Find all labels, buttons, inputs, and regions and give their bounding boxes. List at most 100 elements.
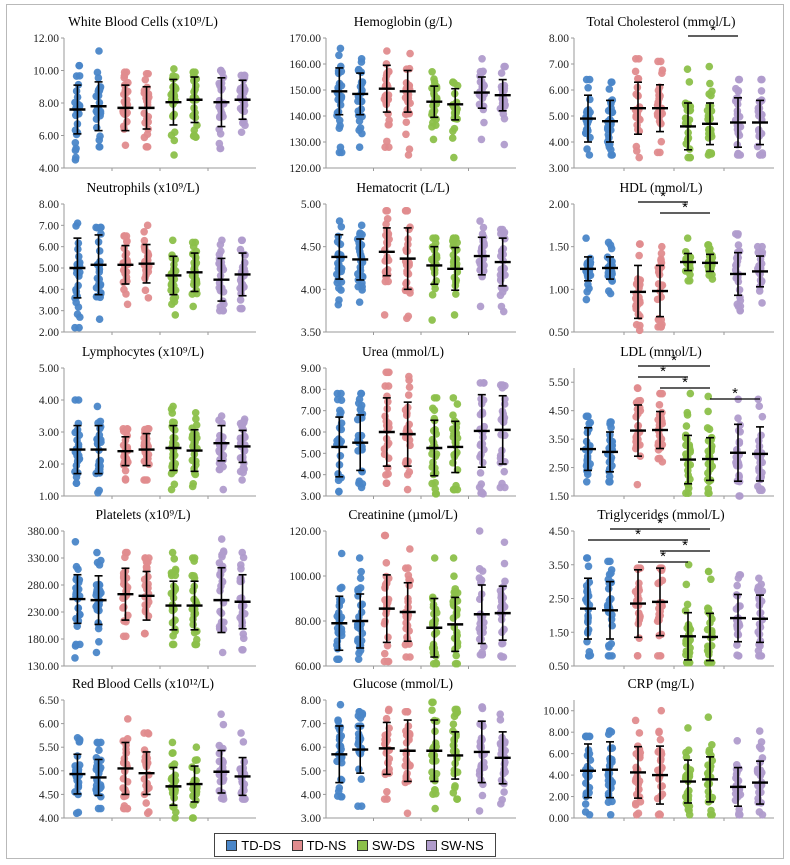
- data-point: [451, 587, 460, 596]
- data-point: [188, 571, 196, 580]
- y-tick-label: 7.00: [39, 220, 59, 232]
- data-point: [335, 124, 344, 132]
- data-point: [168, 460, 177, 469]
- data-point: [453, 485, 462, 494]
- data-point: [634, 74, 643, 83]
- data-point: [216, 303, 225, 311]
- data-point: [429, 698, 437, 707]
- data-point: [142, 563, 151, 571]
- data-point: [476, 469, 485, 477]
- data-point: [381, 739, 389, 748]
- y-tick-label: 3.50: [549, 434, 569, 446]
- data-point: [583, 260, 591, 269]
- data-point: [238, 795, 247, 803]
- data-point: [168, 300, 176, 308]
- data-point: [96, 765, 104, 774]
- data-point: [239, 553, 248, 562]
- data-point: [655, 728, 663, 737]
- y-tick-label: 8.00: [39, 98, 59, 110]
- data-point: [452, 747, 460, 756]
- data-point: [428, 291, 437, 299]
- data-point: [217, 710, 225, 718]
- data-point: [95, 486, 104, 495]
- data-point: [72, 765, 81, 773]
- data-point: [167, 469, 176, 478]
- data-point: [354, 802, 362, 810]
- data-point: [189, 479, 198, 488]
- data-point: [657, 137, 666, 146]
- y-tick-label: 8.00: [549, 727, 569, 739]
- data-point: [357, 608, 366, 616]
- data-point: [123, 804, 132, 813]
- data-point: [403, 471, 412, 479]
- legend-item-td-ns: TD-NS: [291, 838, 346, 853]
- data-point: [74, 451, 83, 460]
- data-point: [704, 241, 713, 249]
- data-point: [240, 447, 249, 455]
- data-point: [380, 531, 389, 540]
- sig-star: *: [671, 352, 677, 369]
- data-point: [704, 392, 713, 401]
- data-point: [656, 735, 665, 744]
- data-point: [706, 810, 715, 819]
- data-point: [757, 597, 766, 605]
- data-point: [74, 604, 83, 612]
- y-tick-label: 4.00: [39, 395, 59, 407]
- data-point: [757, 87, 766, 95]
- chart-title: Hemoglobin (g/L): [354, 14, 453, 29]
- data-point: [479, 237, 487, 246]
- data-point: [703, 604, 712, 613]
- legend-item-td-ds: TD-DS: [226, 838, 281, 853]
- data-point: [240, 459, 248, 468]
- data-point: [705, 650, 713, 659]
- data-point: [755, 727, 764, 735]
- data-point: [657, 706, 666, 715]
- data-point: [685, 78, 694, 86]
- data-point: [606, 810, 615, 819]
- data-point: [144, 251, 153, 259]
- data-point: [583, 732, 591, 741]
- y-tick-label: 230.00: [27, 607, 59, 619]
- data-point: [168, 74, 177, 83]
- data-point: [584, 280, 592, 289]
- data-point: [635, 153, 644, 162]
- data-point: [583, 110, 591, 119]
- data-point: [475, 564, 484, 573]
- y-tick-label: 2.50: [549, 594, 569, 606]
- data-point: [657, 750, 666, 759]
- data-point: [631, 67, 640, 76]
- legend-swatch-sw-ds: [356, 839, 368, 851]
- data-point: [354, 655, 363, 664]
- data-point: [633, 121, 641, 129]
- data-point: [581, 800, 590, 808]
- data-point: [356, 230, 364, 239]
- data-point: [734, 652, 743, 660]
- data-point: [585, 151, 594, 159]
- data-point: [215, 559, 224, 567]
- data-point: [683, 234, 692, 242]
- data-point: [451, 659, 460, 668]
- y-tick-label: 5.50: [39, 742, 59, 754]
- data-point: [585, 419, 593, 428]
- data-point: [657, 263, 666, 271]
- data-point: [72, 222, 80, 230]
- data-point: [238, 476, 246, 484]
- data-point: [450, 311, 459, 319]
- data-point: [499, 103, 508, 111]
- data-point: [354, 431, 363, 440]
- y-tick-label: 3.50: [301, 327, 321, 339]
- data-point: [734, 241, 743, 249]
- data-point: [479, 458, 487, 467]
- data-point: [499, 653, 508, 661]
- data-point: [735, 286, 744, 294]
- chart-title: Triglycerides (mmol/L): [597, 507, 724, 522]
- data-point: [500, 413, 509, 422]
- data-point: [655, 610, 663, 619]
- data-point: [584, 562, 593, 571]
- data-point: [428, 68, 436, 76]
- data-point: [683, 65, 692, 73]
- data-point: [754, 587, 763, 596]
- data-point: [240, 757, 249, 766]
- data-point: [357, 97, 365, 106]
- y-tick-label: 4.00: [549, 770, 569, 782]
